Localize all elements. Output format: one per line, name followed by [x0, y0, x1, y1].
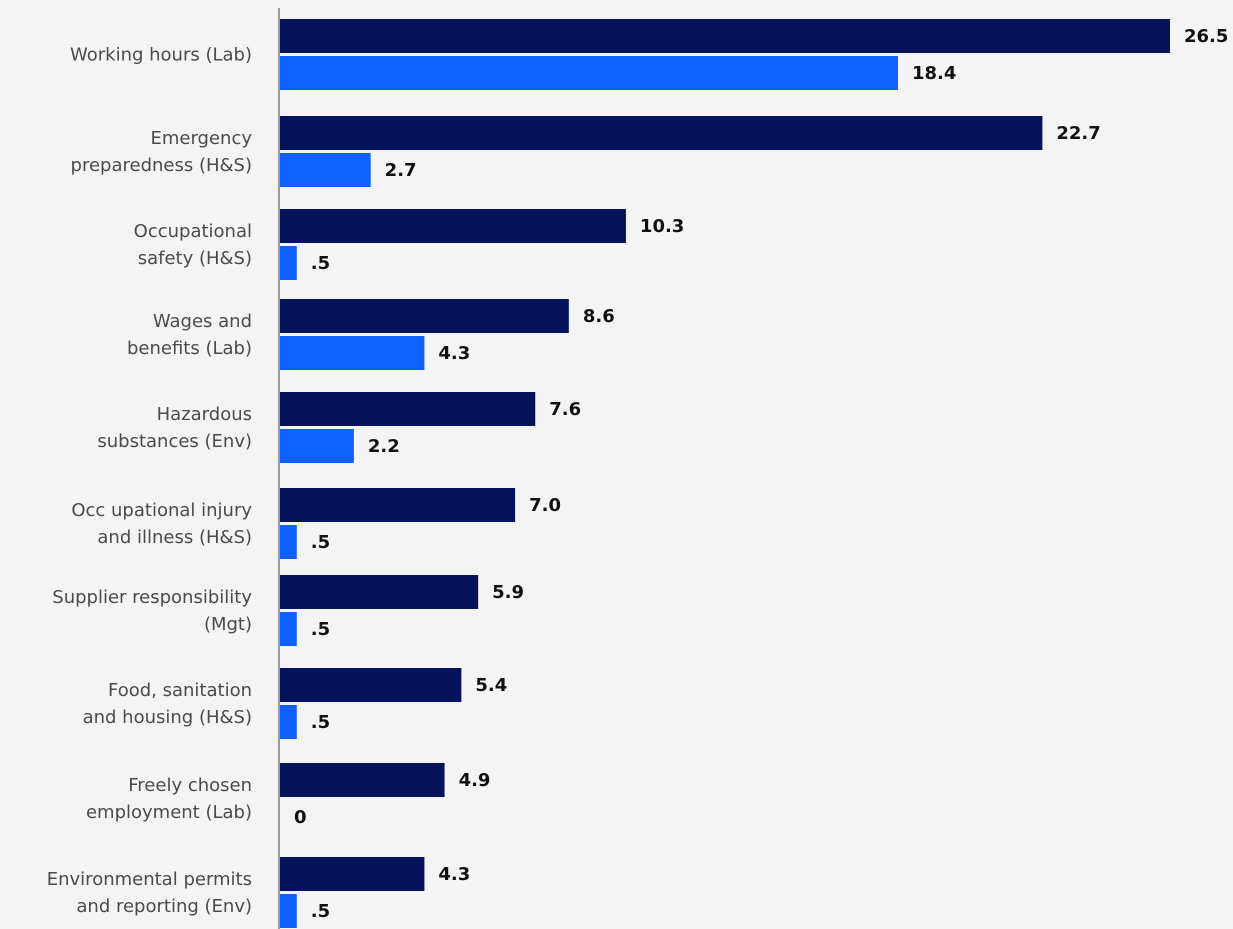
- bar-series-2: [280, 153, 371, 187]
- category-label-line: Working hours (Lab): [70, 45, 252, 66]
- category-label: Working hours (Lab): [70, 45, 252, 66]
- category-label-line: benefits (Lab): [127, 338, 252, 359]
- category-label-line: substances (Env): [97, 431, 252, 452]
- category-label-line: preparedness (H&S): [71, 155, 252, 176]
- value-label-series-1: 8.6: [583, 306, 615, 327]
- category-label-line: Occupational: [134, 221, 252, 242]
- category-label: Food, sanitation and housing (H&S): [83, 680, 252, 728]
- bar-series-2: [280, 429, 354, 463]
- category-label-line: (Mgt): [204, 614, 252, 635]
- category-label-line: Freely chosen: [128, 775, 252, 796]
- value-label-series-2: 2.2: [368, 436, 400, 457]
- value-label-series-1: 7.0: [529, 495, 561, 516]
- category-label-line: and illness (H&S): [97, 527, 252, 548]
- bars-layer: [280, 19, 1170, 928]
- value-label-series-2: 4.3: [438, 343, 470, 364]
- category-label: Wages and benefits (Lab): [127, 311, 252, 359]
- value-label-series-2: .5: [311, 901, 330, 922]
- category-label-line: and housing (H&S): [83, 707, 252, 728]
- value-label-series-1: 7.6: [549, 399, 581, 420]
- bar-series-1: [280, 668, 462, 702]
- bar-series-1: [280, 575, 479, 609]
- value-label-series-1: 10.3: [640, 216, 684, 237]
- value-label-series-1: 5.9: [492, 582, 524, 603]
- bar-series-1: [280, 392, 536, 426]
- value-label-series-1: 22.7: [1056, 123, 1100, 144]
- category-label-line: Emergency: [150, 128, 252, 149]
- bar-series-1: [280, 19, 1170, 53]
- value-label-series-2: .5: [311, 253, 330, 274]
- bar-series-1: [280, 763, 445, 797]
- value-label-series-1: 4.9: [459, 770, 491, 791]
- category-label: Occupational safety (H&S): [134, 221, 252, 269]
- labels-layer: Working hours (Lab) 26.5 18.4 Emergency prep…: [47, 26, 1229, 922]
- category-label-line: Food, sanitation: [108, 680, 252, 701]
- value-label-series-1: 26.5: [1184, 26, 1228, 47]
- category-label-line: Occ upational injury: [71, 500, 252, 521]
- bar-series-2: [280, 56, 898, 90]
- category-label: Occ upational injury and illness (H&S): [71, 500, 252, 548]
- bar-series-1: [280, 209, 626, 243]
- value-label-series-2: 2.7: [385, 160, 417, 181]
- value-label-series-2: 0: [294, 807, 307, 828]
- bar-series-2: [280, 894, 297, 928]
- value-label-series-2: 18.4: [912, 63, 956, 84]
- category-label-line: safety (H&S): [138, 248, 252, 269]
- bar-series-1: [280, 857, 425, 891]
- category-label-line: Wages and: [153, 311, 252, 332]
- value-label-series-2: .5: [311, 712, 330, 733]
- bar-series-1: [280, 488, 516, 522]
- category-label-line: and reporting (Env): [76, 896, 252, 917]
- category-label-line: Environmental permits: [47, 869, 252, 890]
- category-label-line: employment (Lab): [86, 802, 252, 823]
- category-label: Freely chosen employment (Lab): [86, 775, 252, 823]
- bar-series-1: [280, 116, 1043, 150]
- category-label: Supplier responsibility (Mgt): [52, 587, 252, 635]
- bar-series-2: [280, 246, 297, 280]
- value-label-series-2: .5: [311, 532, 330, 553]
- value-label-series-1: 4.3: [438, 864, 470, 885]
- value-label-series-1: 5.4: [475, 675, 507, 696]
- category-label: Emergency preparedness (H&S): [71, 128, 253, 176]
- bar-series-1: [280, 299, 569, 333]
- bar-series-2: [280, 525, 297, 559]
- value-label-series-2: .5: [311, 619, 330, 640]
- category-label-line: Hazardous: [157, 404, 252, 425]
- category-label-line: Supplier responsibility: [52, 587, 252, 608]
- category-label: Hazardous substances (Env): [97, 404, 252, 452]
- bar-series-2: [280, 336, 425, 370]
- category-label: Environmental permits and reporting (Env): [47, 869, 252, 917]
- bar-series-2: [280, 705, 297, 739]
- bar-series-2: [280, 612, 297, 646]
